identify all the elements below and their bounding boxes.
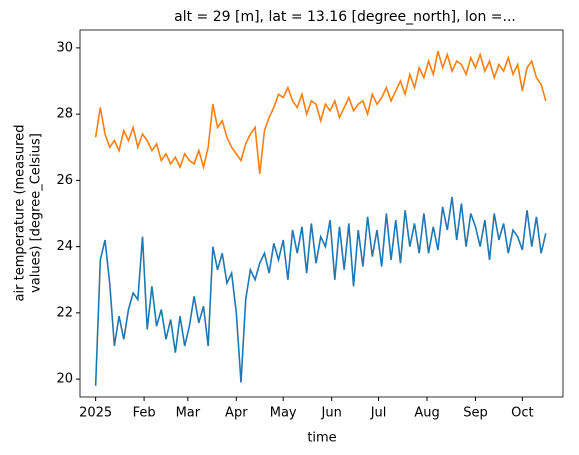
y-tick-label: 26 xyxy=(56,173,73,188)
x-axis-label: time xyxy=(307,431,336,446)
y-tick-label: 28 xyxy=(56,107,73,122)
x-tick-label: Mar xyxy=(176,406,201,421)
y-tick-label: 24 xyxy=(56,239,73,254)
y-tick-label: 22 xyxy=(56,305,73,320)
x-tick-label: 2025 xyxy=(79,406,112,421)
x-tick-label: May xyxy=(270,406,297,421)
chart-title: alt = 29 [m], lat = 13.16 [degree_north]… xyxy=(174,9,516,25)
x-tick-label: Jun xyxy=(321,406,342,421)
plot-frame xyxy=(79,29,564,398)
y-tick-label: 30 xyxy=(56,40,73,55)
y-axis-label-line: values) [degree_Celsius] xyxy=(29,133,44,293)
y-axis-label-line: air temperature (measured xyxy=(13,125,28,302)
y-tick-label: 20 xyxy=(56,372,73,387)
series-line xyxy=(94,50,547,174)
x-tick-label: Apr xyxy=(225,406,248,421)
series-line xyxy=(94,196,547,386)
x-tick-label: Sep xyxy=(463,406,488,421)
y-axis-label: air temperature (measured values) [degre… xyxy=(13,125,44,302)
x-tick-label: Aug xyxy=(414,406,439,421)
x-tick-label: Jul xyxy=(370,406,387,421)
x-tick-label: Feb xyxy=(133,406,156,421)
x-tick-label: Oct xyxy=(511,406,533,421)
